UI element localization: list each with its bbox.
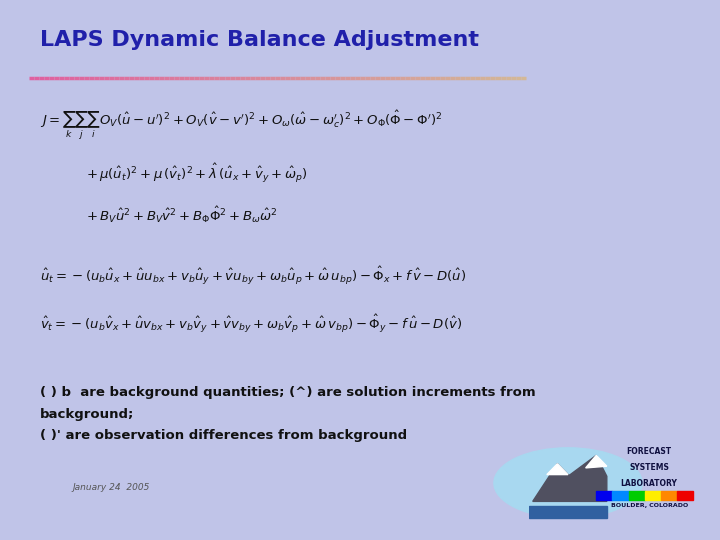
Text: LAPS Dynamic Balance Adjustment: LAPS Dynamic Balance Adjustment [40,30,479,50]
Bar [644,491,661,500]
Bar [677,491,693,500]
Circle shape [494,448,642,518]
Text: background;: background; [40,408,134,421]
Bar [661,491,677,500]
Polygon shape [547,464,568,475]
Text: $\hat{v}_t=-(u_b\hat{v}_x+\hat{u}v_{bx}+v_b\hat{v}_y+\hat{v}v_{by}+\omega_b\hat{: $\hat{v}_t=-(u_b\hat{v}_x+\hat{u}v_{bx}+… [40,313,462,335]
Bar [613,491,629,500]
Text: FORECAST: FORECAST [626,447,672,456]
Text: $\hat{u}_t=-(u_b\hat{u}_x+\hat{u}u_{bx}+v_b\hat{u}_y+\hat{v}u_{by}+\omega_b\hat{: $\hat{u}_t=-(u_b\hat{u}_x+\hat{u}u_{bx}+… [40,265,466,287]
Text: $J = \sum_{k}\sum_{j}\sum_{i} O_V(\hat{u}-u^{\prime})^2+O_V(\hat{v}-v^{\prime})^: $J = \sum_{k}\sum_{j}\sum_{i} O_V(\hat{u… [40,108,442,141]
Polygon shape [529,505,607,518]
Polygon shape [585,455,607,468]
Text: $+\,B_V\hat{u}^2+B_V\hat{v}^2+B_{\Phi}\hat{\Phi}^2+B_{\omega}\hat{\omega}^2$: $+\,B_V\hat{u}^2+B_V\hat{v}^2+B_{\Phi}\h… [86,205,278,225]
Text: January 24  2005: January 24 2005 [72,483,149,492]
Text: SYSTEMS: SYSTEMS [629,463,669,472]
Text: ( ) b  are background quantities; (^) are solution increments from: ( ) b are background quantities; (^) are… [40,386,535,399]
Text: BOULDER, COLORADO: BOULDER, COLORADO [611,503,688,508]
Text: LABORATORY: LABORATORY [621,479,678,488]
Bar [629,491,644,500]
Polygon shape [533,455,607,501]
Text: ( )' are observation differences from background: ( )' are observation differences from ba… [40,429,407,442]
Bar [596,491,613,500]
Text: $+\,\mu(\hat{u}_t)^2+\mu\,(\hat{v}_t)^2+\hat{\lambda}\,(\hat{u}_x+\hat{v}_y+\hat: $+\,\mu(\hat{u}_t)^2+\mu\,(\hat{v}_t)^2+… [86,162,308,185]
